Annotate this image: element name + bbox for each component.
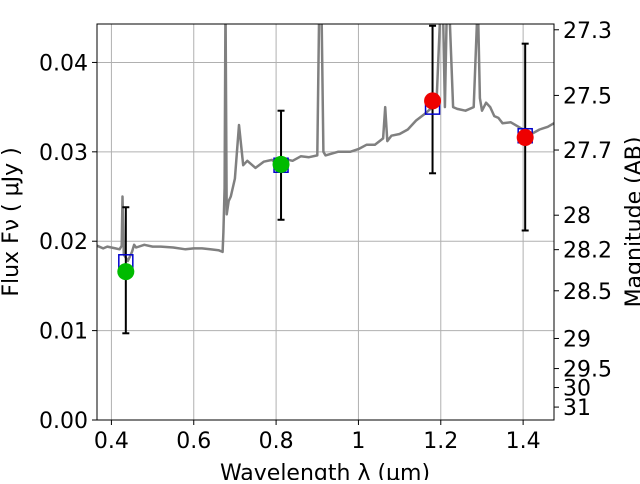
magnitude-axis-label: Magnitude (AB) [622, 137, 640, 308]
mag-tick-label: 30 [563, 377, 591, 402]
observed-flux-point [424, 92, 442, 110]
mag-tick-label: 27.3 [563, 19, 612, 44]
plot-frame [96, 23, 555, 421]
x-tick-label: 0.8 [259, 429, 294, 454]
x-tick-label: 1.4 [506, 429, 541, 454]
x-tick-label: 1 [351, 429, 365, 454]
error-bars [122, 24, 529, 335]
model-photometry [118, 99, 533, 270]
mag-tick-label: 27.5 [563, 84, 612, 109]
y-tick-label: 0.01 [39, 320, 88, 345]
y-tick-label: 0.02 [39, 230, 88, 255]
observed-flux-point [117, 263, 135, 281]
y-tick-label: 0.03 [39, 141, 88, 166]
mag-tick-label: 27.7 [563, 139, 612, 164]
observed-flux-point [272, 155, 290, 173]
mag-tick-label: 28.2 [563, 239, 612, 264]
x-tick-label: 0.6 [176, 429, 211, 454]
mag-tick-label: 29.5 [563, 358, 612, 383]
observed-flux-point [516, 129, 534, 147]
x-tick-label: 1.2 [423, 429, 458, 454]
y-axis-label: Flux Fν ( μJy ) [0, 147, 24, 296]
y-axis-ticks: 0.00 0.01 0.02 0.03 0.04 [39, 51, 97, 434]
template-spectrum-line [97, 24, 554, 263]
grid [97, 24, 554, 421]
x-tick-label: 0.4 [94, 429, 129, 454]
mag-tick-label: 31 [563, 396, 591, 421]
mag-tick-label: 28 [563, 204, 591, 229]
mag-tick-label: 29 [563, 327, 591, 352]
observed-photometry [117, 92, 534, 281]
template-spectrum [97, 24, 554, 263]
mag-tick-label: 28.5 [563, 280, 612, 305]
y-tick-label: 0.00 [39, 409, 88, 434]
x-axis-ticks: 0.4 0.6 0.8 1 1.2 1.4 [94, 420, 541, 454]
x-axis-label: Wavelength λ (μm) [220, 461, 430, 480]
y-tick-label: 0.04 [39, 51, 88, 76]
